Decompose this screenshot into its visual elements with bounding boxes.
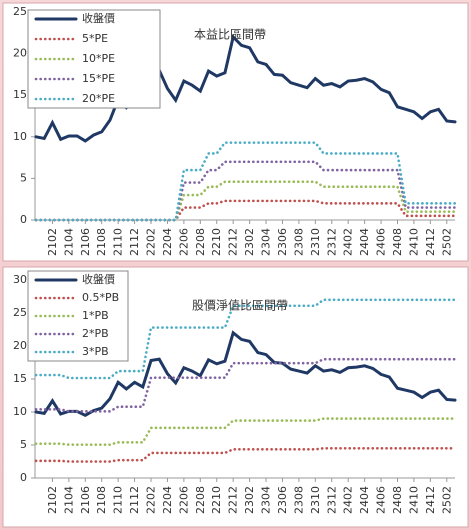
x-tick-label: 2108 bbox=[95, 486, 108, 514]
legend-label: 5*PE bbox=[82, 32, 108, 45]
x-tick-label: 2406 bbox=[375, 486, 388, 514]
x-tick-label: 2410 bbox=[407, 228, 420, 256]
x-tick-label: 2306 bbox=[276, 228, 289, 256]
x-tick-label: 2412 bbox=[424, 486, 437, 514]
x-tick-label: 2310 bbox=[309, 486, 322, 514]
x-tick-label: 2402 bbox=[342, 486, 355, 514]
x-tick-label: 2112 bbox=[128, 228, 141, 256]
x-tick-label: 2312 bbox=[325, 228, 338, 256]
y-tick-label: 25 bbox=[13, 5, 27, 18]
x-tick-label: 2104 bbox=[62, 228, 75, 256]
x-tick-label: 2502 bbox=[440, 486, 453, 514]
x-tick-label: 2212 bbox=[227, 228, 240, 256]
x-tick-label: 2310 bbox=[309, 228, 322, 256]
annotation: 本益比區間帶 bbox=[194, 28, 266, 42]
x-tick-label: 2406 bbox=[375, 228, 388, 256]
series-line bbox=[34, 446, 457, 463]
x-tick-label: 2208 bbox=[194, 486, 207, 514]
x-tick-label: 2206 bbox=[177, 486, 190, 514]
legend-label: 2*PB bbox=[82, 327, 109, 340]
y-tick-label: 0 bbox=[20, 471, 27, 484]
series-line bbox=[34, 33, 457, 143]
x-tick-label: 2110 bbox=[112, 228, 125, 256]
x-tick-label: 2204 bbox=[161, 486, 174, 514]
y-tick-label: 30 bbox=[13, 273, 27, 286]
x-tick-label: 2106 bbox=[79, 228, 92, 256]
x-tick-label: 2312 bbox=[325, 486, 338, 514]
series-line bbox=[34, 298, 457, 380]
y-tick-label: 20 bbox=[13, 339, 27, 352]
series-line bbox=[34, 141, 457, 222]
y-tick-label: 0 bbox=[20, 213, 27, 226]
y-tick-label: 25 bbox=[13, 306, 27, 319]
x-tick-label: 2304 bbox=[260, 486, 273, 514]
x-tick-label: 2210 bbox=[210, 486, 223, 514]
x-tick-label: 2112 bbox=[128, 486, 141, 514]
x-tick-label: 2208 bbox=[194, 228, 207, 256]
legend-label: 0.5*PB bbox=[82, 291, 119, 304]
x-tick-label: 2404 bbox=[358, 486, 371, 514]
series-line bbox=[34, 417, 457, 446]
legend-label: 20*PE bbox=[82, 92, 115, 105]
x-tick-label: 2102 bbox=[46, 486, 59, 514]
legend-label: 收盤價 bbox=[82, 272, 115, 286]
x-tick-label: 2202 bbox=[145, 228, 158, 256]
x-tick-label: 2204 bbox=[161, 228, 174, 256]
y-tick-label: 20 bbox=[13, 47, 27, 60]
x-tick-label: 2308 bbox=[292, 486, 305, 514]
series-line bbox=[34, 357, 457, 413]
x-tick-label: 2212 bbox=[227, 486, 240, 514]
x-tick-label: 2202 bbox=[145, 486, 158, 514]
x-tick-label: 2304 bbox=[260, 228, 273, 256]
legend-label: 10*PE bbox=[82, 52, 115, 65]
x-tick-label: 2308 bbox=[292, 228, 305, 256]
x-tick-label: 2408 bbox=[391, 228, 404, 256]
y-tick-label: 15 bbox=[13, 88, 27, 101]
x-tick-label: 2412 bbox=[424, 228, 437, 256]
y-tick-label: 5 bbox=[20, 171, 27, 184]
x-tick-label: 2110 bbox=[112, 486, 125, 514]
legend-label: 1*PB bbox=[82, 309, 109, 322]
x-tick-label: 2302 bbox=[243, 228, 256, 256]
x-tick-label: 2206 bbox=[177, 228, 190, 256]
x-tick-label: 2302 bbox=[243, 486, 256, 514]
x-tick-label: 2106 bbox=[79, 486, 92, 514]
series-line bbox=[34, 330, 457, 417]
x-tick-label: 2410 bbox=[407, 486, 420, 514]
x-tick-label: 2502 bbox=[440, 228, 453, 256]
x-tick-label: 2108 bbox=[95, 228, 108, 256]
legend-label: 3*PB bbox=[82, 345, 109, 358]
x-tick-label: 2104 bbox=[62, 486, 75, 514]
y-tick-label: 5 bbox=[20, 438, 27, 451]
legend-label: 收盤價 bbox=[82, 11, 115, 25]
x-tick-label: 2210 bbox=[210, 228, 223, 256]
x-tick-label: 2102 bbox=[46, 228, 59, 256]
y-tick-label: 10 bbox=[13, 405, 27, 418]
y-tick-label: 15 bbox=[13, 372, 27, 385]
x-tick-label: 2402 bbox=[342, 228, 355, 256]
legend-label: 15*PE bbox=[82, 72, 115, 85]
annotation: 股價淨值比區間帶 bbox=[192, 298, 288, 313]
x-tick-label: 2404 bbox=[358, 228, 371, 256]
x-tick-label: 2408 bbox=[391, 486, 404, 514]
y-tick-label: 10 bbox=[13, 130, 27, 143]
x-tick-label: 2306 bbox=[276, 486, 289, 514]
